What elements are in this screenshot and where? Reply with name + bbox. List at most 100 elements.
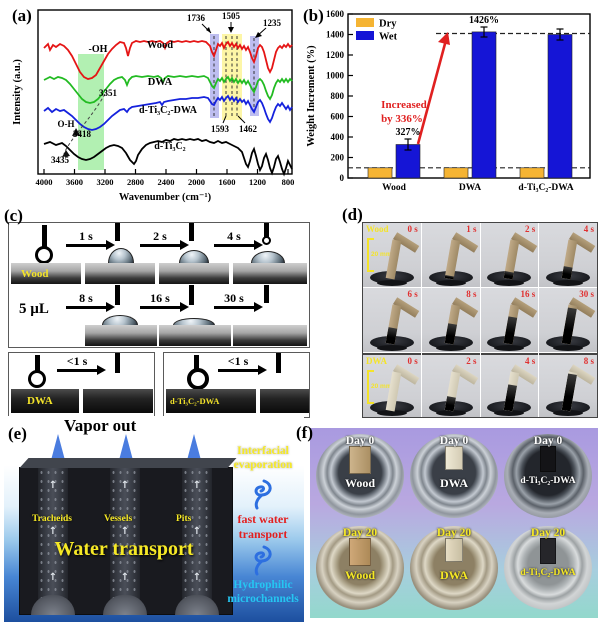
time-label: 0 s: [407, 356, 418, 366]
leader-1736-head: [206, 27, 211, 33]
time-label: 16 s: [520, 289, 536, 299]
dwa-strip-label: DWA: [27, 395, 53, 407]
sample-name: Wood: [344, 476, 375, 490]
microchannels-word: microchannels: [227, 593, 299, 606]
bar-mxene-dwa-wet: [547, 34, 573, 179]
pendant-droplet-icon: [28, 370, 46, 388]
panel-d-label: (d): [342, 205, 363, 224]
legend-dry-label: Dry: [379, 19, 397, 30]
increase-annotation-line2: by 336%: [381, 113, 423, 125]
ann-3351: 3351: [99, 88, 118, 98]
y-axis-label: Intensity (a.u.): [12, 59, 23, 125]
panel-a-chart: 1736 1505 1235 1593 1462 -OH 3351 O-H 34…: [12, 9, 294, 203]
svg-text:d-Ti₃C₂-DWA: d-Ti₃C₂-DWA: [518, 183, 573, 193]
bar-dwa-dry: [443, 167, 469, 179]
droplet-on-surface: [102, 315, 138, 325]
time-label: 0 s: [407, 224, 418, 234]
dish-base: [376, 345, 407, 351]
svg-text:2000: 2000: [188, 177, 205, 187]
sample-label: DWA: [366, 356, 388, 366]
panel-d-capillary-grid: Wood 0 s 20 mm 1 s 2 s 4 s 6 s 8: [362, 222, 598, 418]
capillary-photo: DWA 0 s 20 mm: [363, 353, 421, 417]
channel-arch: [175, 595, 219, 615]
hydrophilic-microchannels-label: Hydrophilic microchannels: [222, 578, 304, 607]
dish-base: [494, 345, 525, 351]
dish-base: [494, 410, 525, 416]
wood-sample-strip: [85, 263, 155, 284]
curve-label-mxene-dwa: d-Ti₃C₂-DWA: [139, 105, 198, 116]
band-1235-highlight: [250, 36, 259, 116]
dish-base: [376, 280, 407, 286]
ftir-curve-mxene: [43, 138, 293, 177]
dwa-sample-strip-absorbed: [83, 389, 153, 413]
channel: ↑ ↑ ↑: [38, 468, 68, 614]
increase-arrow: [416, 39, 448, 145]
svg-text:1400: 1400: [326, 30, 345, 40]
capillary-photo: 2 s: [421, 353, 480, 417]
needle-icon: [189, 223, 194, 241]
capillary-photo: 6 s: [363, 288, 421, 352]
needle-tip-droplet-icon: [262, 236, 271, 245]
ann-o-h: O-H: [58, 119, 75, 129]
wood-sample-strip: [233, 263, 307, 284]
leader-1462: [237, 115, 246, 124]
needle-icon: [42, 225, 47, 247]
panel-f-label: (f): [296, 423, 313, 442]
svg-text:DWA: DWA: [459, 183, 481, 193]
legend-wet-label: Wet: [379, 32, 398, 43]
svg-text:1600: 1600: [219, 177, 236, 187]
hydrophilic-word: Hydrophilic: [233, 579, 293, 591]
vapor-arrow-icon: [186, 434, 202, 464]
dish-base: [435, 410, 466, 416]
channel-arch: [31, 595, 75, 615]
svg-text:400: 400: [331, 132, 345, 142]
beaker-day20-wood: Day 20 Wood: [316, 526, 404, 610]
flow-up-arrow: ↑: [120, 526, 130, 537]
bar-wood-dry: [367, 167, 393, 179]
day-label: Day 20: [436, 527, 472, 539]
day-label: Day 0: [345, 435, 375, 447]
capillary-photo: 2 s: [480, 223, 539, 287]
y-axis-label: Weight Increment (%): [306, 45, 317, 147]
pore-dots: [182, 468, 212, 614]
mxene-dwa-droplet-box: <1 s d-Ti₃C₂-DWA: [163, 352, 310, 418]
ftir-curve-dwa: [43, 75, 293, 104]
legend-dry-swatch: [356, 18, 374, 27]
panel-e-schematic: Vapor out ↑ ↑ ↑ ↑ ↑ ↑ ↑ ↑ ↑ Tracheids Vessels …: [4, 416, 304, 622]
leader-1235-head: [255, 32, 262, 38]
wood-strip-label: Wood: [21, 268, 49, 280]
panel-c-label: (c): [4, 206, 23, 225]
evaporation-word: evaporation: [233, 459, 293, 472]
vapor-arrow-icon: [118, 434, 134, 464]
wood-sample: [349, 538, 371, 566]
beaker-day0-wood: Day 0 Wood: [316, 434, 404, 518]
time-label: 4 s: [524, 356, 536, 366]
flow-up-arrow: ↑: [192, 480, 202, 491]
wood-sample-strip: [11, 263, 81, 284]
curve-label-mxene: d-Ti₃C₂: [154, 141, 185, 152]
panel-b-chart: Increased by 336% 327% 1426% Dry Wet 0 20…: [306, 9, 591, 193]
svg-text:1200: 1200: [249, 177, 266, 187]
pits-label: Pits: [176, 514, 192, 524]
wet-front: [503, 271, 514, 280]
oh-band-highlight: [78, 54, 104, 170]
interfacial-evaporation-label: Interfacial evaporation: [222, 444, 304, 473]
wood-sample-strip-absorbed: [233, 325, 307, 346]
droplet-on-surface: [179, 250, 209, 263]
ftir-curve-mxene-dwa: [43, 94, 293, 131]
sample-name: DWA: [439, 568, 468, 582]
needle-icon: [115, 353, 120, 373]
needle-icon: [276, 353, 281, 373]
time-arrow-1s: 1 s: [66, 229, 115, 250]
ann-3435: 3435: [51, 155, 70, 165]
svg-text:3200: 3200: [97, 177, 114, 187]
svg-text:2800: 2800: [127, 177, 144, 187]
sample-label: Wood: [366, 224, 389, 234]
leader-1505-head: [228, 27, 234, 33]
bar-dwa-wet: [471, 31, 497, 179]
capillary-photo: 30 s: [539, 288, 597, 352]
flow-up-arrow: ↑: [48, 526, 58, 537]
needle-icon: [115, 223, 120, 241]
dwa-sample: [445, 446, 463, 470]
scalebar: [367, 370, 376, 404]
